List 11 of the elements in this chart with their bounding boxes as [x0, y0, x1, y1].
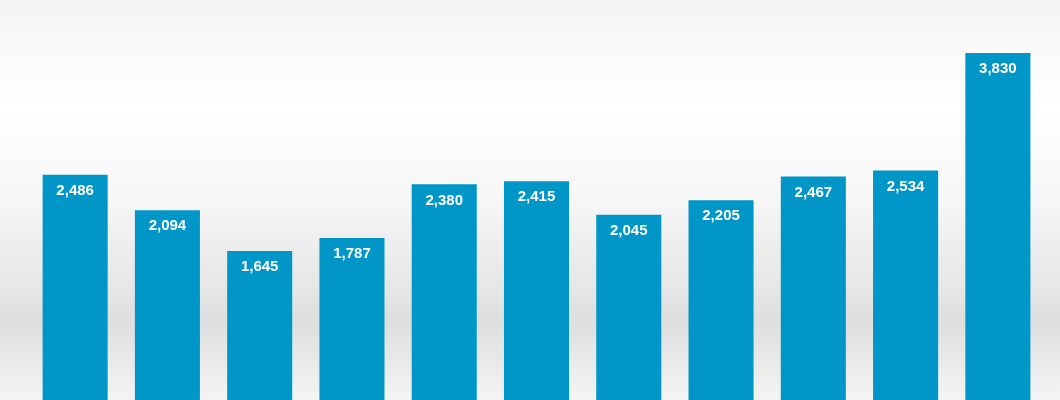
data-label: 2,534 — [886, 176, 926, 194]
data-label: 2,486 — [56, 180, 94, 198]
data-label: 1,645 — [240, 257, 279, 275]
data-label: 2,380 — [425, 190, 463, 208]
data-label: 2,205 — [702, 206, 740, 224]
data-label: 3,830 — [979, 59, 1017, 77]
data-label: 1,787 — [333, 244, 371, 262]
data-label: 2,045 — [610, 220, 648, 238]
data-label: 2,467 — [794, 182, 833, 200]
data-label: 2,094 — [148, 216, 187, 234]
data-label: 2,415 — [517, 187, 556, 205]
